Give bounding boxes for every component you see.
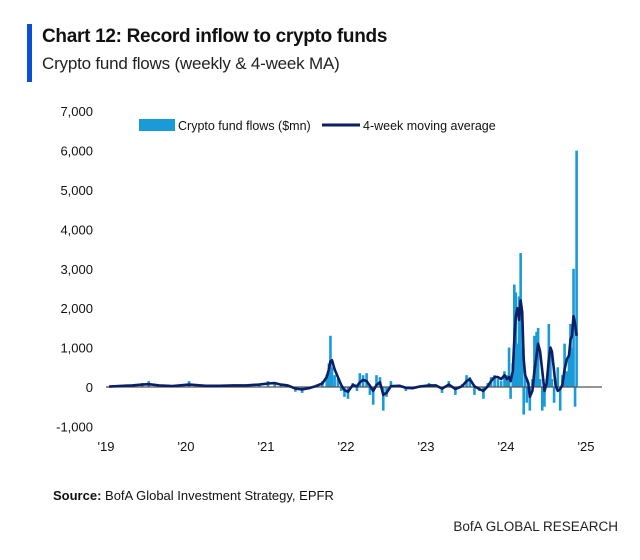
x-tick-label: '23 (418, 439, 435, 454)
flow-bar (371, 387, 375, 405)
flow-bar (528, 387, 532, 411)
flow-bar (273, 382, 277, 387)
flow-bar (517, 296, 521, 387)
flow-bar (550, 379, 554, 387)
chart-area: -1,000 0 1,000 2,000 3,000 4,000 5,000 6,000 7,0… (56, 104, 602, 454)
y-tick-label: 6,000 (60, 144, 93, 159)
x-tick-label: '24 (498, 439, 515, 454)
flow-bar (525, 387, 529, 403)
source-text: BofA Global Investment Strategy, EPFR (101, 488, 334, 503)
flow-bar (549, 355, 552, 387)
flow-bar (325, 375, 329, 387)
flow-bar (556, 367, 560, 387)
x-tick-label: '22 (338, 439, 355, 454)
flow-bar (520, 347, 524, 387)
flow-bar (569, 323, 572, 387)
flow-bar (339, 387, 343, 391)
y-tick-label: 7,000 (60, 104, 93, 119)
flow-bar (493, 375, 496, 387)
flow-bar (368, 387, 372, 395)
flow-bar (330, 367, 334, 387)
brand-label: BofA GLOBAL RESEARCH (453, 519, 618, 534)
source-note: Source: BofA Global Investment Strategy,… (53, 488, 334, 503)
flow-bar (327, 363, 331, 387)
flow-bar (519, 253, 522, 387)
moving-average-line (109, 299, 578, 399)
legend-bar-swatch (139, 119, 175, 131)
flow-bar (505, 375, 509, 387)
flow-bar (496, 379, 500, 387)
chart-subtitle: Crypto fund flows (weekly & 4-week MA) (42, 54, 340, 73)
x-tick-label: '19 (98, 439, 115, 454)
y-tick-label: 2,000 (60, 301, 93, 316)
flow-bar (333, 375, 336, 387)
flow-bar (499, 381, 503, 387)
flow-bar (533, 335, 536, 387)
chart-title: Chart 12: Record inflow to crypto funds (42, 26, 388, 47)
flow-bar (523, 375, 527, 387)
legend-bar-label: Crypto fund flows ($mn) (178, 119, 311, 133)
flow-bar (473, 387, 476, 395)
legend: Crypto fund flows ($mn) 4-week moving av… (139, 119, 496, 133)
flow-bar (507, 347, 511, 387)
y-tick-label: 4,000 (60, 222, 93, 237)
flow-bar (552, 387, 556, 403)
flow-bar (343, 387, 346, 397)
flow-bar (538, 379, 542, 387)
flow-bar (355, 387, 359, 391)
flow-bar (558, 387, 562, 411)
flow-bar (482, 387, 485, 399)
flow-bar (536, 327, 540, 387)
source-label: Source: (53, 488, 102, 503)
y-tick-label: 1,000 (60, 341, 93, 356)
flow-bar (509, 387, 512, 399)
flow-bar (381, 387, 385, 411)
flow-bar (540, 387, 544, 411)
flow-bar (573, 387, 577, 407)
flow-bar (575, 150, 578, 387)
flow-bar (440, 387, 444, 393)
flow-bar (358, 373, 362, 387)
flow-bar (503, 371, 506, 387)
flow-bar (543, 387, 546, 407)
legend-line-label: 4-week moving average (363, 119, 496, 133)
flow-bar (336, 379, 340, 387)
x-tick-label: '20 (178, 439, 195, 454)
y-tick-label: 0 (86, 380, 93, 395)
x-tick-label: '25 (578, 439, 595, 454)
flow-bar (468, 377, 472, 387)
y-tick-label: -1,000 (56, 419, 93, 434)
flow-bar (516, 343, 519, 387)
flow-bar (522, 387, 526, 415)
flow-bar (454, 387, 457, 395)
x-tick-label: '21 (258, 439, 275, 454)
flow-bar (565, 371, 569, 387)
y-tick-label: 3,000 (60, 262, 93, 277)
flow-bar (375, 375, 378, 387)
title-accent-bar (27, 24, 32, 82)
flow-bar (389, 381, 393, 387)
y-tick-label: 5,000 (60, 183, 93, 198)
flow-bar (567, 355, 571, 387)
flow-bar (570, 347, 574, 387)
flow-bar (514, 292, 518, 387)
